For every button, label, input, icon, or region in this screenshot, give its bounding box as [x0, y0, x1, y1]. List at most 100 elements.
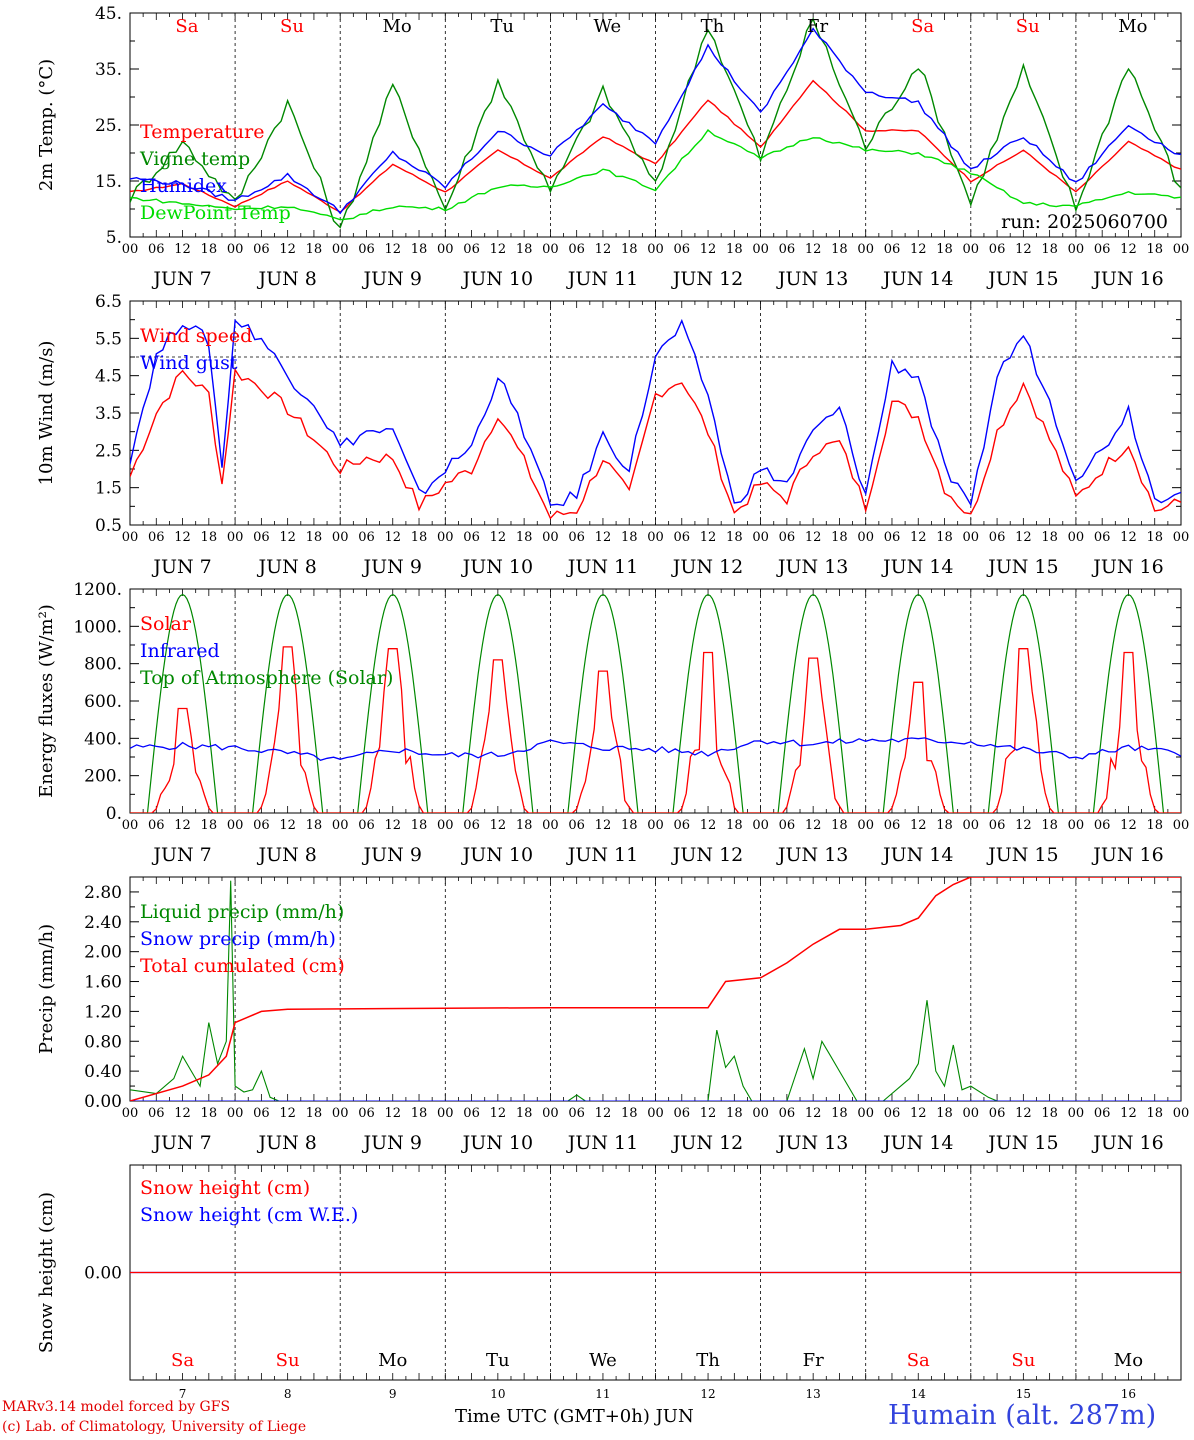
hour-tick-label: 12: [700, 818, 717, 833]
date-label: JUN 12: [671, 268, 743, 290]
hour-tick-label: 00: [542, 530, 559, 545]
date-label: JUN 14: [881, 556, 953, 578]
date-label: JUN 13: [776, 268, 848, 290]
hour-tick-label: 12: [384, 818, 401, 833]
day-number-label: 12: [700, 1387, 715, 1401]
hour-tick-label: 18: [621, 530, 638, 545]
hour-tick-label: 06: [1094, 530, 1111, 545]
hour-tick-label: 18: [516, 818, 533, 833]
hour-tick-label: 00: [437, 818, 454, 833]
weekday-label: Su: [1011, 1350, 1035, 1371]
y-axis-title: Energy fluxes (W/m²): [36, 604, 57, 798]
hour-tick-label: 00: [437, 242, 454, 257]
weekday-label: Su: [276, 1350, 300, 1371]
hour-tick-label: 06: [463, 530, 480, 545]
weekday-label: Tu: [486, 1350, 510, 1371]
plot-frame: [129, 588, 1182, 814]
hour-tick-label: 00: [752, 1106, 769, 1121]
y-tick-label: 0.: [106, 804, 122, 824]
copyright-credit: (c) Lab. of Climatology, University of L…: [2, 1419, 307, 1435]
hour-tick-label: 12: [1015, 530, 1032, 545]
model-credit: MARv3.14 model forced by GFS: [2, 1399, 231, 1415]
hour-tick-label: 06: [884, 1106, 901, 1121]
date-label: JUN 8: [256, 1132, 316, 1154]
hour-tick-label: 06: [253, 1106, 270, 1121]
hour-tick-label: 12: [595, 530, 612, 545]
weekday-label: Su: [1016, 16, 1040, 37]
hour-tick-label: 18: [1041, 818, 1058, 833]
hour-tick-label: 18: [1146, 1106, 1163, 1121]
y-axis-title: 10m Wind (m/s): [36, 341, 57, 486]
hour-tick-label: 18: [1146, 818, 1163, 833]
date-label: JUN 9: [362, 556, 422, 578]
day-number-label: 14: [911, 1387, 927, 1401]
hour-tick-label: 00: [227, 242, 244, 257]
hour-tick-label: 18: [1146, 530, 1163, 545]
legend-entry: DewPoint Temp: [140, 202, 291, 224]
hour-tick-label: 18: [411, 1106, 428, 1121]
weekday-label: Sa: [911, 16, 934, 37]
series-top-of-atmosphere: [130, 593, 1181, 813]
date-label: JUN 16: [1091, 1132, 1163, 1154]
hour-tick-label: 06: [779, 242, 796, 257]
legend-entry: Wind gust: [140, 352, 238, 374]
hour-tick-label: 00: [227, 818, 244, 833]
y-tick-label: 0.80: [84, 1032, 122, 1052]
day-number-label: 8: [284, 1387, 292, 1401]
series-infrared: [130, 737, 1181, 762]
legend-entry: Wind speed: [140, 325, 252, 347]
hour-tick-label: 12: [1120, 242, 1137, 257]
hour-tick-label: 00: [1173, 242, 1190, 257]
weekday-label: We: [593, 16, 621, 37]
hour-tick-label: 18: [1041, 242, 1058, 257]
hour-tick-label: 12: [174, 242, 191, 257]
hour-tick-label: 06: [148, 242, 165, 257]
hour-tick-label: 00: [542, 1106, 559, 1121]
legend-entry: Humidex: [140, 175, 227, 197]
date-label: JUN 10: [461, 844, 533, 866]
hour-tick-label: 18: [306, 242, 323, 257]
hour-tick-label: 00: [857, 242, 874, 257]
weekday-label: Fr: [807, 16, 828, 37]
hour-tick-label: 12: [174, 818, 191, 833]
hour-tick-label: 06: [568, 818, 585, 833]
day-number-label: 16: [1121, 1387, 1136, 1401]
hour-tick-label: 00: [857, 1106, 874, 1121]
date-label: JUN 15: [986, 556, 1058, 578]
y-tick-label: 5.5: [95, 329, 122, 349]
hour-tick-label: 06: [358, 530, 375, 545]
date-label: JUN 10: [461, 268, 533, 290]
y-tick-label: 0.00: [84, 1092, 122, 1112]
hour-tick-label: 12: [279, 818, 296, 833]
hour-tick-label: 18: [201, 1106, 218, 1121]
date-label: JUN 10: [461, 556, 533, 578]
hour-tick-label: 06: [884, 530, 901, 545]
hour-tick-label: 06: [674, 242, 691, 257]
hour-tick-label: 06: [463, 818, 480, 833]
weekday-label: Mo: [1118, 16, 1147, 37]
hour-tick-label: 06: [1094, 1106, 1111, 1121]
hour-tick-label: 12: [805, 1106, 822, 1121]
hour-tick-label: 00: [227, 530, 244, 545]
date-label: JUN 11: [566, 844, 638, 866]
series-temperature: [130, 79, 1181, 213]
date-label: JUN 11: [566, 556, 638, 578]
date-label: JUN 10: [461, 1132, 533, 1154]
hour-tick-label: 18: [411, 530, 428, 545]
hour-tick-label: 06: [358, 242, 375, 257]
series-wind-speed: [130, 367, 1181, 520]
weekday-label: Mo: [1114, 1350, 1143, 1371]
date-label: JUN 8: [256, 844, 316, 866]
panel-snow: 0.00 Snow height (cm) Snow height (cm) Snow…: [36, 1164, 1182, 1401]
hour-tick-label: 12: [384, 1106, 401, 1121]
hour-tick-label: 18: [831, 818, 848, 833]
y-axis-title: Snow height (cm): [36, 1192, 57, 1353]
hour-tick-label: 12: [910, 530, 927, 545]
y-tick-label: 0.5: [95, 516, 122, 536]
weekday-label: Mo: [382, 16, 411, 37]
series-total-cumulated: [130, 877, 1181, 1101]
hour-tick-label: 00: [122, 530, 139, 545]
hour-tick-label: 00: [122, 818, 139, 833]
weekday-label: Th: [701, 16, 725, 37]
y-tick-label: 6.5: [95, 292, 122, 312]
